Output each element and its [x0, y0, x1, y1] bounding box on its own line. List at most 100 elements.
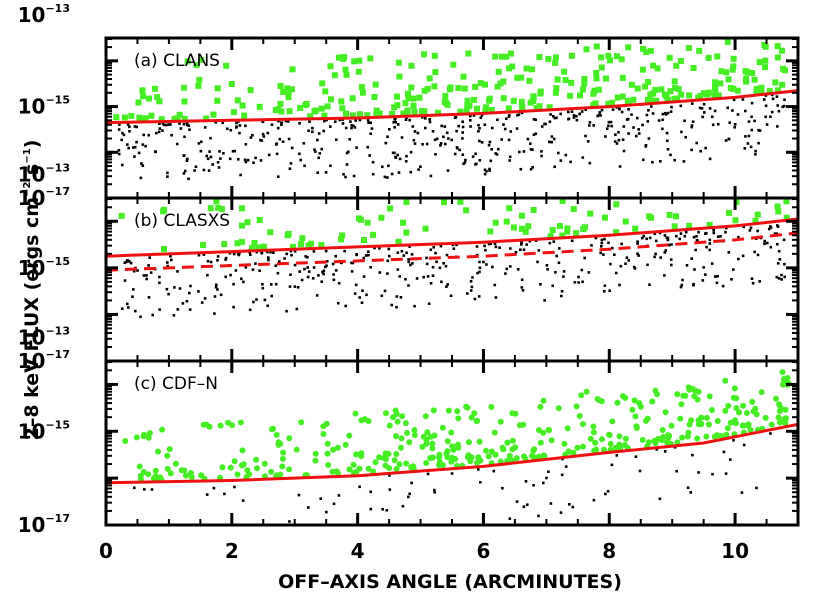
undetected-source [285, 309, 288, 313]
undetected-source [445, 253, 449, 257]
detected-source [364, 112, 371, 119]
undetected-source [393, 151, 396, 155]
undetected-source [440, 280, 443, 284]
undetected-source [648, 283, 651, 286]
detected-source [430, 407, 437, 414]
detected-source [530, 207, 537, 213]
detected-source [445, 407, 452, 414]
detected-source [774, 203, 781, 210]
undetected-source [249, 136, 253, 139]
detected-source [583, 46, 590, 53]
detected-source [568, 52, 575, 59]
detected-source [113, 114, 120, 121]
detected-source [148, 112, 155, 119]
detected-source [396, 461, 403, 468]
undetected-source [439, 244, 443, 248]
detected-source [628, 81, 635, 88]
undetected-source [553, 116, 557, 120]
undetected-source [548, 241, 552, 245]
detected-source [762, 57, 769, 64]
detected-source [444, 454, 451, 461]
undetected-source [206, 157, 210, 161]
undetected-source [708, 242, 712, 245]
detected-source [780, 381, 786, 388]
undetected-source [197, 253, 201, 257]
detected-source [320, 431, 327, 437]
detected-source [346, 466, 353, 473]
undetected-source [187, 177, 190, 181]
detected-source [349, 112, 356, 119]
detected-source [275, 439, 282, 446]
undetected-source [135, 140, 138, 144]
detected-source [730, 55, 737, 62]
detected-source [613, 229, 620, 236]
undetected-source [559, 511, 563, 514]
undetected-source [297, 493, 301, 497]
undetected-source [695, 235, 698, 238]
detected-source [557, 223, 563, 229]
detected-source [553, 54, 559, 61]
detected-source [549, 227, 556, 234]
detected-source [758, 389, 765, 396]
undetected-source [645, 113, 649, 117]
detected-source [312, 450, 319, 457]
undetected-source [293, 250, 297, 253]
undetected-source [557, 261, 561, 265]
detected-source [436, 451, 443, 458]
detected-source [685, 45, 692, 51]
detected-source [241, 112, 248, 119]
detected-source [483, 104, 490, 111]
detected-source [652, 387, 659, 394]
undetected-source [387, 247, 391, 251]
undetected-source [520, 286, 524, 289]
undetected-source [472, 114, 476, 117]
detected-source [160, 208, 167, 215]
detected-source [666, 432, 673, 439]
undetected-source [547, 470, 550, 473]
detected-source [756, 59, 763, 66]
undetected-source [431, 274, 435, 277]
undetected-source [354, 283, 358, 287]
undetected-source [697, 230, 700, 234]
detected-source [505, 105, 512, 112]
undetected-source [155, 131, 158, 135]
detected-source [473, 418, 480, 425]
undetected-source [780, 278, 783, 281]
detected-source [772, 79, 779, 86]
undetected-source [402, 254, 406, 257]
undetected-source [592, 124, 595, 127]
undetected-source [581, 280, 584, 284]
undetected-source [422, 275, 425, 279]
undetected-source [248, 308, 252, 312]
undetected-source [661, 118, 664, 122]
undetected-source [584, 134, 587, 138]
undetected-source [675, 469, 678, 473]
undetected-source [664, 249, 668, 252]
detected-source [711, 433, 718, 440]
detected-source [774, 87, 781, 94]
undetected-source [495, 153, 499, 156]
detected-source [286, 108, 293, 115]
undetected-source [446, 283, 449, 286]
detected-source [779, 369, 786, 376]
detected-source [618, 56, 625, 63]
undetected-source [165, 287, 169, 291]
detected-source [298, 419, 305, 426]
detected-source [701, 90, 707, 97]
undetected-source [147, 296, 151, 299]
undetected-source [730, 278, 733, 281]
undetected-source [647, 137, 651, 140]
detected-source [228, 81, 235, 87]
detected-source [409, 465, 416, 472]
detected-source [353, 451, 360, 458]
undetected-source [485, 170, 488, 173]
undetected-source [408, 245, 411, 248]
detected-source [631, 397, 638, 404]
undetected-source [126, 123, 130, 126]
undetected-source [501, 486, 504, 490]
detected-source [488, 107, 495, 113]
undetected-source [323, 119, 326, 123]
undetected-source [783, 275, 786, 279]
undetected-source [532, 133, 536, 136]
undetected-source [287, 137, 291, 141]
